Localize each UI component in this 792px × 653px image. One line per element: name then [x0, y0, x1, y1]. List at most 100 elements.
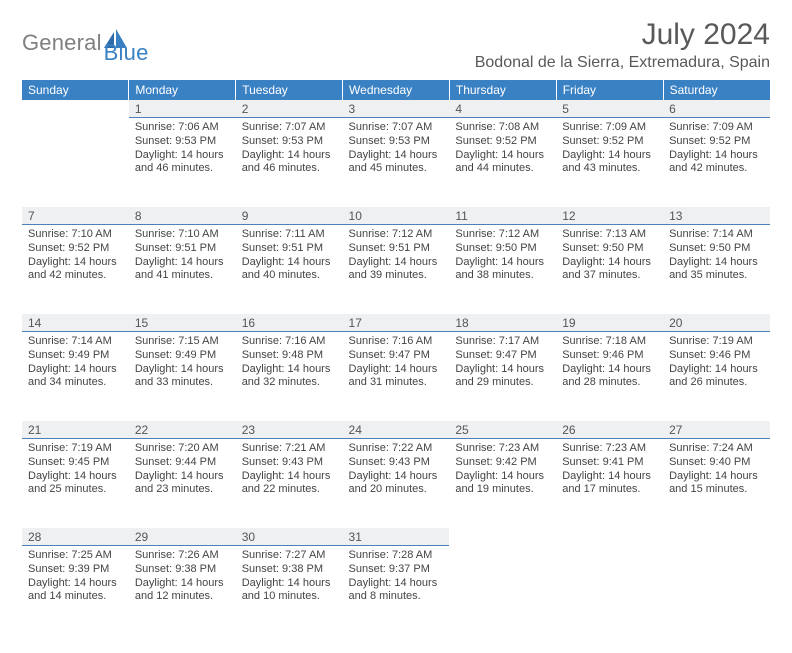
day-content-cell: Sunrise: 7:18 AMSunset: 9:46 PMDaylight:…	[556, 332, 663, 420]
daylight-text: and 15 minutes.	[669, 483, 764, 497]
daylight-text: and 31 minutes.	[349, 376, 444, 390]
day-number-row: 123456	[22, 100, 770, 118]
daylight-text: and 23 minutes.	[135, 483, 230, 497]
daylight-text: and 32 minutes.	[242, 376, 337, 390]
day-number-row: 28293031	[22, 527, 770, 546]
sunrise-text: Sunrise: 7:06 AM	[135, 121, 230, 135]
day-content-cell: Sunrise: 7:19 AMSunset: 9:45 PMDaylight:…	[22, 439, 129, 527]
day-number-cell: 7	[22, 206, 129, 225]
day-content-cell: Sunrise: 7:23 AMSunset: 9:42 PMDaylight:…	[449, 439, 556, 527]
sunrise-text: Sunrise: 7:25 AM	[28, 549, 123, 563]
daylight-text: and 10 minutes.	[242, 590, 337, 604]
day-content-cell: Sunrise: 7:22 AMSunset: 9:43 PMDaylight:…	[343, 439, 450, 527]
sunset-text: Sunset: 9:44 PM	[135, 456, 230, 470]
day-number-cell: 20	[663, 313, 770, 332]
sunrise-text: Sunrise: 7:13 AM	[562, 228, 657, 242]
day-content-cell: Sunrise: 7:20 AMSunset: 9:44 PMDaylight:…	[129, 439, 236, 527]
day-number-cell: 8	[129, 206, 236, 225]
day-content-cell: Sunrise: 7:07 AMSunset: 9:53 PMDaylight:…	[343, 118, 450, 206]
sunset-text: Sunset: 9:43 PM	[242, 456, 337, 470]
day-number-cell: 9	[236, 206, 343, 225]
sunset-text: Sunset: 9:47 PM	[455, 349, 550, 363]
daylight-text: and 33 minutes.	[135, 376, 230, 390]
day-number-cell: 27	[663, 420, 770, 439]
sunset-text: Sunset: 9:49 PM	[135, 349, 230, 363]
daylight-text: and 37 minutes.	[562, 269, 657, 283]
daylight-text: and 43 minutes.	[562, 162, 657, 176]
daylight-text: Daylight: 14 hours	[669, 470, 764, 484]
day-content-cell: Sunrise: 7:10 AMSunset: 9:52 PMDaylight:…	[22, 225, 129, 313]
sunrise-text: Sunrise: 7:15 AM	[135, 335, 230, 349]
day-number-cell: 3	[343, 100, 450, 118]
sunrise-text: Sunrise: 7:07 AM	[242, 121, 337, 135]
daylight-text: and 20 minutes.	[349, 483, 444, 497]
day-content-cell: Sunrise: 7:07 AMSunset: 9:53 PMDaylight:…	[236, 118, 343, 206]
weekday-header: Tuesday	[236, 80, 343, 100]
weekday-header: Sunday	[22, 80, 129, 100]
day-content-cell: Sunrise: 7:27 AMSunset: 9:38 PMDaylight:…	[236, 546, 343, 634]
day-content-cell: Sunrise: 7:23 AMSunset: 9:41 PMDaylight:…	[556, 439, 663, 527]
day-number-cell: 30	[236, 527, 343, 546]
sunset-text: Sunset: 9:51 PM	[135, 242, 230, 256]
sunrise-text: Sunrise: 7:09 AM	[669, 121, 764, 135]
brand-logo: General Blue	[22, 18, 149, 66]
day-number-cell: 6	[663, 100, 770, 118]
day-number-cell: 25	[449, 420, 556, 439]
day-content-cell: Sunrise: 7:09 AMSunset: 9:52 PMDaylight:…	[663, 118, 770, 206]
day-number-cell: 22	[129, 420, 236, 439]
day-number-cell: 21	[22, 420, 129, 439]
day-number-cell	[663, 527, 770, 546]
sunrise-text: Sunrise: 7:11 AM	[242, 228, 337, 242]
sunrise-text: Sunrise: 7:23 AM	[455, 442, 550, 456]
sunset-text: Sunset: 9:51 PM	[242, 242, 337, 256]
weekday-header: Thursday	[449, 80, 556, 100]
day-number-cell: 24	[343, 420, 450, 439]
daylight-text: and 41 minutes.	[135, 269, 230, 283]
sunrise-text: Sunrise: 7:23 AM	[562, 442, 657, 456]
day-number-cell: 29	[129, 527, 236, 546]
sunset-text: Sunset: 9:42 PM	[455, 456, 550, 470]
day-content-cell: Sunrise: 7:21 AMSunset: 9:43 PMDaylight:…	[236, 439, 343, 527]
daylight-text: Daylight: 14 hours	[349, 470, 444, 484]
day-content-cell	[663, 546, 770, 634]
daylight-text: and 39 minutes.	[349, 269, 444, 283]
daylight-text: Daylight: 14 hours	[349, 363, 444, 377]
day-number-cell: 14	[22, 313, 129, 332]
day-number-cell: 18	[449, 313, 556, 332]
sunrise-text: Sunrise: 7:28 AM	[349, 549, 444, 563]
weekday-header: Saturday	[663, 80, 770, 100]
sunrise-text: Sunrise: 7:09 AM	[562, 121, 657, 135]
daylight-text: Daylight: 14 hours	[242, 470, 337, 484]
day-number-cell: 16	[236, 313, 343, 332]
daylight-text: and 38 minutes.	[455, 269, 550, 283]
day-number-row: 78910111213	[22, 206, 770, 225]
weekday-header-row: Sunday Monday Tuesday Wednesday Thursday…	[22, 80, 770, 100]
sunrise-text: Sunrise: 7:07 AM	[349, 121, 444, 135]
daylight-text: and 19 minutes.	[455, 483, 550, 497]
sunset-text: Sunset: 9:39 PM	[28, 563, 123, 577]
daylight-text: and 44 minutes.	[455, 162, 550, 176]
sunset-text: Sunset: 9:49 PM	[28, 349, 123, 363]
sunset-text: Sunset: 9:45 PM	[28, 456, 123, 470]
daylight-text: Daylight: 14 hours	[669, 363, 764, 377]
sunrise-text: Sunrise: 7:27 AM	[242, 549, 337, 563]
day-content-cell	[556, 546, 663, 634]
day-number-row: 21222324252627	[22, 420, 770, 439]
month-title: July 2024	[475, 18, 770, 52]
sunrise-text: Sunrise: 7:12 AM	[349, 228, 444, 242]
sunrise-text: Sunrise: 7:26 AM	[135, 549, 230, 563]
sunset-text: Sunset: 9:52 PM	[562, 135, 657, 149]
daylight-text: Daylight: 14 hours	[28, 577, 123, 591]
daylight-text: Daylight: 14 hours	[669, 149, 764, 163]
day-content-cell: Sunrise: 7:06 AMSunset: 9:53 PMDaylight:…	[129, 118, 236, 206]
daylight-text: Daylight: 14 hours	[242, 363, 337, 377]
weekday-header: Wednesday	[343, 80, 450, 100]
weekday-header: Friday	[556, 80, 663, 100]
daylight-text: Daylight: 14 hours	[135, 470, 230, 484]
sunrise-text: Sunrise: 7:19 AM	[28, 442, 123, 456]
daylight-text: and 34 minutes.	[28, 376, 123, 390]
page-header: General Blue July 2024 Bodonal de la Sie…	[22, 18, 770, 72]
day-number-row: 14151617181920	[22, 313, 770, 332]
daylight-text: Daylight: 14 hours	[28, 256, 123, 270]
sunset-text: Sunset: 9:46 PM	[562, 349, 657, 363]
